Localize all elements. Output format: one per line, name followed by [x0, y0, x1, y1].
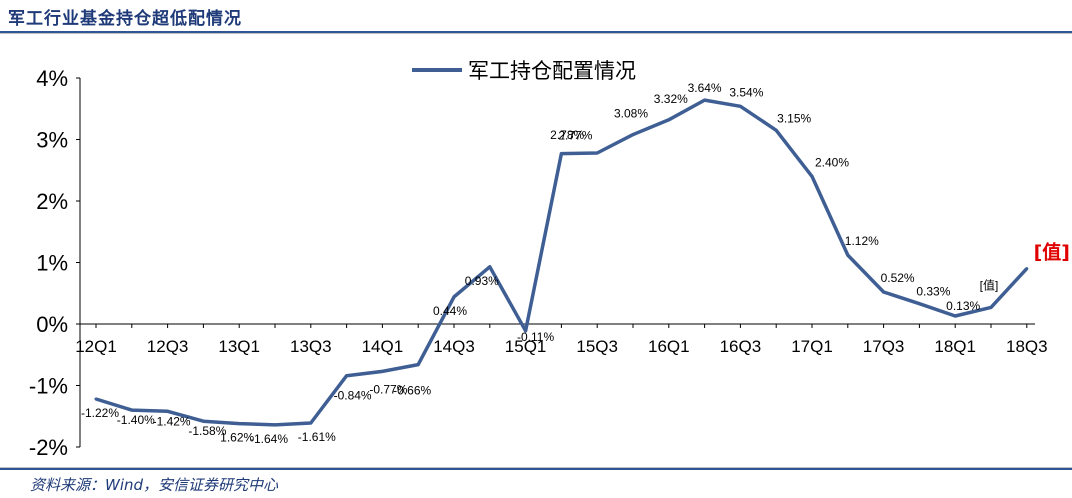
data-label: -1.22%: [81, 406, 119, 420]
data-point: [667, 118, 671, 122]
x-axis: 12Q1 12Q3 13Q1 13Q3 14Q1 14Q3 15Q1 15Q3 16Q1 16Q3…: [75, 323, 1048, 356]
data-label: -1.40%: [117, 413, 155, 427]
data-label: [值]: [980, 277, 999, 292]
data-label: -1.64%: [250, 432, 288, 446]
data-point: [917, 302, 921, 306]
data-point: [559, 152, 563, 156]
x-tick-label: 16Q3: [720, 337, 762, 356]
data-label: -1.61%: [298, 430, 336, 444]
data-label: 3.64%: [688, 81, 722, 95]
x-tick-label: 13Q1: [218, 337, 260, 356]
x-tick-label: 14Q1: [362, 337, 404, 356]
x-tick-label: 18Q3: [1006, 337, 1048, 356]
y-tick-label: 4%: [36, 66, 68, 91]
series-line-军工持仓配置情况: [95, 98, 1029, 427]
x-tick-label: 14Q3: [433, 337, 475, 356]
legend: 军工持仓配置情况: [412, 59, 636, 83]
data-point: [273, 423, 277, 427]
data-point: [595, 151, 599, 155]
data-label: 3.15%: [777, 111, 811, 125]
data-label: -1.58%: [188, 424, 226, 438]
data-point: [989, 305, 993, 309]
data-label: 3.54%: [729, 85, 763, 99]
data-point: [130, 408, 134, 412]
data-label: 2.78%: [550, 128, 584, 142]
bottom-divider: [0, 468, 1072, 470]
data-point: [201, 419, 205, 423]
y-axis: -2% -1% 0% 1% 2% 3% 4%: [29, 66, 81, 460]
data-label: 1.12%: [845, 234, 879, 248]
chart-frame: [0, 33, 1072, 468]
data-label: 3.08%: [614, 107, 648, 121]
data-labels: -1.22%-1.40%-1.42%-1.58%1.62%-1.64% -1.61…: [81, 81, 1070, 446]
x-tick-label: 15Q1: [505, 337, 547, 356]
data-label: 2.40%: [815, 155, 849, 169]
top-divider: [0, 31, 1072, 33]
data-label: 2.77%: [558, 129, 592, 143]
data-label: 3.32%: [654, 92, 688, 106]
data-point: [380, 369, 384, 373]
x-tick-label: 17Q1: [791, 337, 833, 356]
data-point: [1025, 267, 1029, 271]
data-label: 0.44%: [433, 304, 467, 318]
data-point: [846, 253, 850, 257]
x-tick-label: 12Q1: [75, 337, 117, 356]
data-point: [703, 98, 707, 102]
data-point: [452, 295, 456, 299]
data-point: [810, 174, 814, 178]
data-point: [631, 133, 635, 137]
data-point: [774, 128, 778, 132]
y-tick-label: 3%: [36, 128, 68, 153]
y-tick-label: 1%: [36, 251, 68, 276]
x-tick-label: 12Q3: [147, 337, 189, 356]
page-title: 军工行业基金持仓超低配情况: [8, 9, 242, 29]
data-label: -0.66%: [393, 384, 431, 398]
data-label: -0.11%: [517, 330, 554, 344]
data-point: [953, 314, 957, 318]
data-label-callout: [值]: [1034, 241, 1070, 264]
data-label: 0.33%: [916, 285, 950, 299]
data-point: [416, 363, 420, 367]
data-label: -1.42%: [153, 414, 191, 428]
y-tick-label: 0%: [36, 312, 68, 337]
data-point: [524, 329, 528, 333]
series-layer: [94, 98, 1029, 427]
y-tick-label: 2%: [36, 189, 68, 214]
source-note: 资料来源：Wind，安信证券研究中心: [30, 476, 279, 494]
y-tick-label: -1%: [29, 374, 68, 399]
data-label: 1.62%: [220, 431, 254, 445]
data-point: [94, 397, 98, 401]
data-point: [237, 422, 241, 426]
data-label: 0.93%: [465, 274, 499, 288]
data-point: [166, 409, 170, 413]
x-tick-label: 13Q3: [290, 337, 332, 356]
x-tick-label: 18Q1: [934, 337, 976, 356]
y-tick-label: -2%: [29, 435, 68, 460]
x-tick-label: 17Q3: [863, 337, 905, 356]
data-label: -0.77%: [369, 382, 407, 396]
x-tick-label: 15Q3: [576, 337, 618, 356]
data-point: [488, 265, 492, 269]
legend-label: 军工持仓配置情况: [468, 59, 636, 83]
data-point: [882, 290, 886, 294]
data-label: 0.52%: [881, 271, 915, 285]
data-point: [309, 421, 313, 425]
data-point: [738, 104, 742, 108]
data-label: 0.13%: [946, 299, 980, 313]
data-label: -0.84%: [334, 389, 372, 403]
data-point: [345, 374, 349, 378]
x-tick-label: 16Q1: [648, 337, 690, 356]
